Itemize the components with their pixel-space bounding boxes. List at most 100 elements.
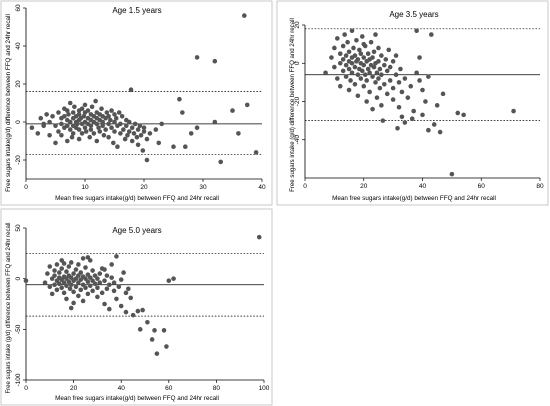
data-point — [108, 117, 113, 123]
data-point — [85, 108, 91, 113]
data-point — [132, 121, 138, 127]
data-point — [71, 300, 76, 306]
data-point — [149, 337, 155, 342]
data-point — [382, 62, 387, 68]
data-point — [144, 136, 150, 142]
plot-area: 0 20 40 60 80 -40 -20 0 20 — [294, 21, 544, 190]
data-point — [107, 306, 112, 312]
data-point — [64, 283, 69, 289]
data-point — [409, 116, 415, 122]
data-point — [81, 114, 87, 119]
data-point — [69, 134, 75, 140]
data-point — [111, 288, 117, 294]
data-point — [99, 290, 105, 296]
data-point — [135, 127, 141, 132]
data-point — [103, 127, 108, 132]
data-point — [352, 81, 358, 87]
data-point — [67, 100, 73, 106]
data-point — [383, 57, 389, 62]
data-point — [114, 296, 119, 302]
data-point — [121, 270, 126, 275]
data-point — [47, 284, 53, 290]
data-point — [109, 262, 114, 267]
data-point — [399, 114, 405, 120]
data-point — [337, 83, 343, 89]
data-point — [85, 291, 91, 297]
data-point — [140, 307, 145, 313]
data-point — [92, 281, 98, 287]
data-point — [166, 278, 172, 283]
data-point — [122, 136, 128, 142]
data-point — [95, 294, 100, 300]
data-point — [194, 55, 200, 60]
data-point — [361, 83, 367, 89]
data-point — [374, 70, 380, 76]
data-point — [426, 74, 431, 79]
data-point — [109, 125, 114, 130]
data-point — [349, 70, 355, 76]
y-axis-label: Free sugars intake (g/d) difference betw… — [6, 223, 12, 394]
data-point — [41, 123, 46, 129]
data-point — [335, 36, 340, 41]
y-tick-label: 0 — [15, 276, 22, 280]
data-point — [137, 327, 143, 332]
data-point — [76, 127, 82, 132]
data-point — [455, 110, 461, 116]
data-point — [88, 127, 94, 132]
data-point — [71, 271, 76, 276]
data-point — [355, 57, 361, 62]
panel-age-3-5: Age 3.5 years Free sugars intake (g/d) d… — [276, 0, 549, 206]
data-point — [29, 125, 35, 130]
data-point — [83, 129, 89, 134]
data-point — [373, 80, 378, 85]
data-point — [93, 98, 98, 104]
data-point — [359, 68, 365, 74]
x-tick-label: 0 — [303, 183, 307, 190]
x-tick-label: 60 — [478, 183, 486, 190]
data-point — [376, 59, 381, 64]
data-point — [112, 119, 117, 125]
data-point — [343, 74, 349, 79]
data-point — [159, 121, 164, 127]
data-point — [102, 301, 107, 307]
data-point — [42, 280, 48, 286]
data-point — [119, 114, 125, 119]
data-point — [449, 171, 455, 177]
x-tick-label: 0 — [24, 385, 28, 392]
data-point — [352, 53, 358, 58]
data-point — [85, 279, 91, 285]
data-point — [141, 125, 147, 130]
data-point — [130, 312, 136, 318]
data-point — [351, 45, 356, 51]
data-point — [440, 91, 446, 97]
data-point — [52, 268, 57, 273]
x-tick-label: 20 — [140, 184, 148, 191]
data-point — [365, 66, 371, 72]
y-tick-label: -50 — [15, 324, 22, 334]
data-point — [65, 108, 70, 113]
y-tick-label: -20 — [15, 155, 22, 165]
data-point — [95, 285, 100, 291]
data-point — [376, 76, 381, 81]
data-point — [141, 129, 147, 134]
data-point — [112, 112, 117, 117]
data-point — [144, 157, 150, 163]
data-point — [414, 70, 419, 76]
data-point — [171, 144, 176, 149]
data-point — [49, 291, 55, 297]
data-point — [100, 123, 105, 129]
data-point — [82, 125, 88, 130]
data-point — [429, 32, 434, 37]
data-point — [113, 115, 119, 121]
data-point — [405, 95, 411, 100]
x-tick-label: 10 — [81, 184, 89, 191]
data-point — [244, 102, 250, 108]
data-point — [68, 282, 74, 288]
data-point — [411, 108, 416, 114]
panel-title: Age 3.5 years — [389, 10, 438, 19]
data-point — [118, 277, 124, 282]
data-point — [358, 76, 364, 81]
data-point — [384, 68, 390, 74]
data-point — [370, 74, 375, 79]
data-point — [212, 119, 218, 125]
